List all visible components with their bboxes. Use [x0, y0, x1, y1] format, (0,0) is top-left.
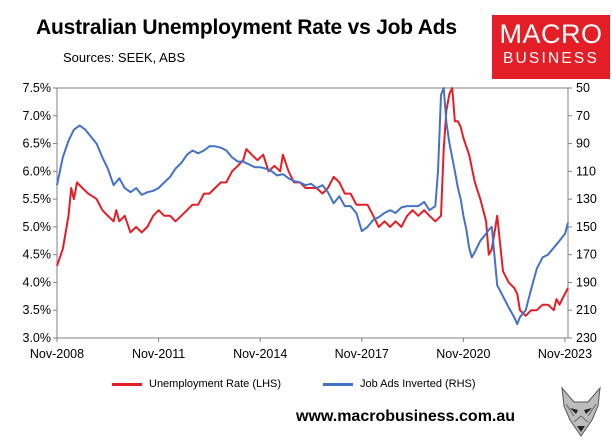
- right-tick-label: 230: [576, 331, 597, 345]
- left-tick-label: 6.5%: [23, 137, 52, 151]
- x-tick-label: Nov-2014: [233, 347, 287, 361]
- series-line-unemployment: [56, 87, 569, 317]
- right-tick-label: 170: [576, 248, 597, 262]
- left-tick-label: 7.0%: [23, 109, 52, 123]
- right-tick-label: 50: [576, 81, 590, 95]
- chart-title: Australian Unemployment Rate vs Job Ads: [36, 16, 457, 39]
- left-tick-label: 3.0%: [23, 331, 52, 345]
- right-tick-label: 210: [576, 303, 597, 317]
- legend-swatch-red: [112, 382, 142, 386]
- logo-line-business: BUSINESS: [503, 50, 599, 67]
- right-tick-label: 190: [576, 275, 597, 289]
- chart-subtitle: Sources: SEEK, ABS: [63, 50, 186, 65]
- right-tick-label: 130: [576, 192, 597, 206]
- right-tick-label: 90: [576, 137, 590, 151]
- legend-label-unemployment: Unemployment Rate (LHS): [149, 378, 282, 390]
- legend-label-job-ads: Job Ads Inverted (RHS): [360, 378, 476, 390]
- left-tick-label: 4.0%: [23, 275, 52, 289]
- plot-area: [56, 87, 569, 339]
- x-tick-label: Nov-2017: [335, 347, 389, 361]
- left-axis: 3.0% 3.5% 4.0% 4.5% 5.0% 5.5% 6.0% 6.5% 7.0% 7.5%: [23, 81, 57, 345]
- x-axis: Nov-2008 Nov-2011 Nov-2014 Nov-2017 Nov-2020…: [30, 338, 592, 361]
- legend-item-job-ads: Job Ads Inverted (RHS): [323, 378, 476, 390]
- left-tick-label: 4.5%: [23, 248, 52, 262]
- left-tick-label: 5.0%: [23, 220, 52, 234]
- fox-mascot-icon: [561, 386, 601, 437]
- legend-item-unemployment: Unemployment Rate (LHS): [112, 378, 281, 390]
- left-tick-label: 6.0%: [23, 164, 52, 178]
- x-tick-label: Nov-2023: [538, 347, 592, 361]
- website-url: www.macrobusiness.com.au: [296, 408, 516, 425]
- series-line-job-ads: [56, 87, 569, 326]
- right-tick-label: 70: [576, 109, 590, 123]
- x-tick-label: Nov-2020: [436, 347, 490, 361]
- right-tick-label: 150: [576, 220, 597, 234]
- legend-swatch-blue: [323, 382, 353, 386]
- right-axis: 50 70 90 110 130 150 170 190 210 230: [568, 81, 597, 345]
- logo-line-macro: MACRO: [499, 19, 603, 49]
- right-tick-label: 110: [576, 164, 596, 178]
- left-tick-label: 7.5%: [23, 81, 52, 95]
- x-tick-label: Nov-2011: [132, 347, 185, 361]
- left-tick-label: 3.5%: [23, 303, 52, 317]
- x-tick-label: Nov-2008: [30, 347, 84, 361]
- left-tick-label: 5.5%: [23, 192, 52, 206]
- macrobusiness-logo: MACRO BUSINESS: [492, 15, 610, 79]
- series-layer: [56, 87, 569, 326]
